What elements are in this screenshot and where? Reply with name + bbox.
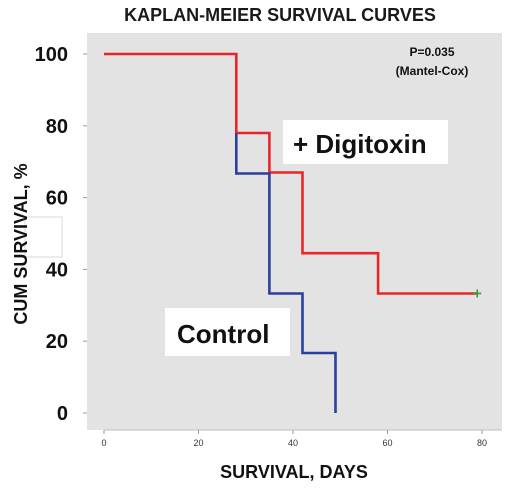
x-axis-label: SURVIVAL, DAYS xyxy=(220,462,368,482)
chart-title: KAPLAN-MEIER SURVIVAL CURVES xyxy=(124,5,436,25)
digitoxin-label-background xyxy=(283,120,448,164)
test-annotation: (Mantel-Cox) xyxy=(396,64,469,78)
control-survival-curve xyxy=(235,133,337,413)
y-axis: 0 20 40 60 80 100 xyxy=(35,44,87,425)
control-label-background xyxy=(165,308,290,356)
plot-area xyxy=(87,33,502,430)
y-tick-label: 20 xyxy=(46,331,68,353)
y-axis-label: CUM SURVIVAL, % xyxy=(11,163,31,324)
x-tick-label: 80 xyxy=(477,438,487,448)
survival-curves xyxy=(104,52,482,413)
y-tick-label: 0 xyxy=(57,403,68,425)
y-tick-label: 100 xyxy=(35,44,68,66)
y-tick-label: 60 xyxy=(46,188,68,210)
y-tick-label: 40 xyxy=(46,259,68,281)
legend-swatch-placeholder xyxy=(24,216,63,258)
x-tick-label: 0 xyxy=(101,438,106,448)
digitoxin-survival-curve xyxy=(104,52,478,295)
y-tick-label: 80 xyxy=(46,116,68,138)
p-value-annotation: P=0.035 xyxy=(409,45,454,59)
digitoxin-series-label: + Digitoxin xyxy=(293,129,427,159)
x-tick-label: 60 xyxy=(382,438,392,448)
control-series-label: Control xyxy=(177,319,269,349)
x-tick-label: 20 xyxy=(193,438,203,448)
x-tick-label: 40 xyxy=(288,438,298,448)
censor-mark xyxy=(473,289,482,298)
x-axis: 0 20 40 60 80 xyxy=(101,429,502,448)
